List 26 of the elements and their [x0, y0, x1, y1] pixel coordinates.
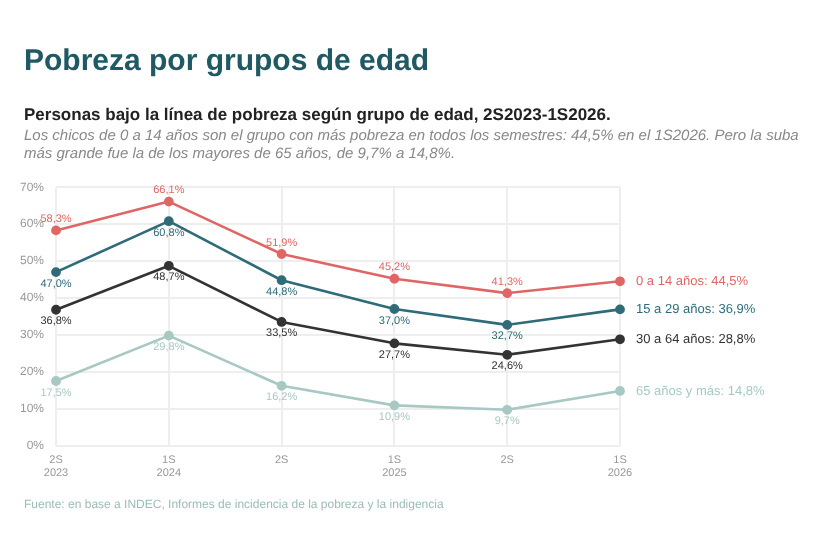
point	[389, 304, 400, 314]
point	[389, 400, 400, 411]
point	[163, 260, 174, 271]
point	[615, 334, 625, 345]
point	[615, 276, 625, 287]
point	[615, 386, 625, 396]
point	[51, 376, 61, 386]
point	[502, 319, 513, 330]
point	[502, 404, 513, 415]
point	[389, 273, 400, 284]
point	[276, 249, 287, 259]
point	[276, 317, 287, 327]
point	[502, 349, 513, 360]
point	[51, 267, 61, 277]
point	[502, 288, 513, 299]
chart-title: Pobreza por grupos de edad	[24, 44, 430, 78]
point	[51, 304, 61, 315]
point	[163, 216, 174, 227]
point	[276, 275, 287, 286]
point	[51, 225, 61, 236]
point	[163, 196, 174, 207]
point	[615, 304, 625, 315]
point	[163, 330, 174, 341]
point	[276, 380, 287, 391]
point	[389, 338, 400, 349]
chart-subtitle: Personas bajo la línea de pobreza según grupo de edad, 2S2023-1S2026.	[24, 104, 611, 124]
